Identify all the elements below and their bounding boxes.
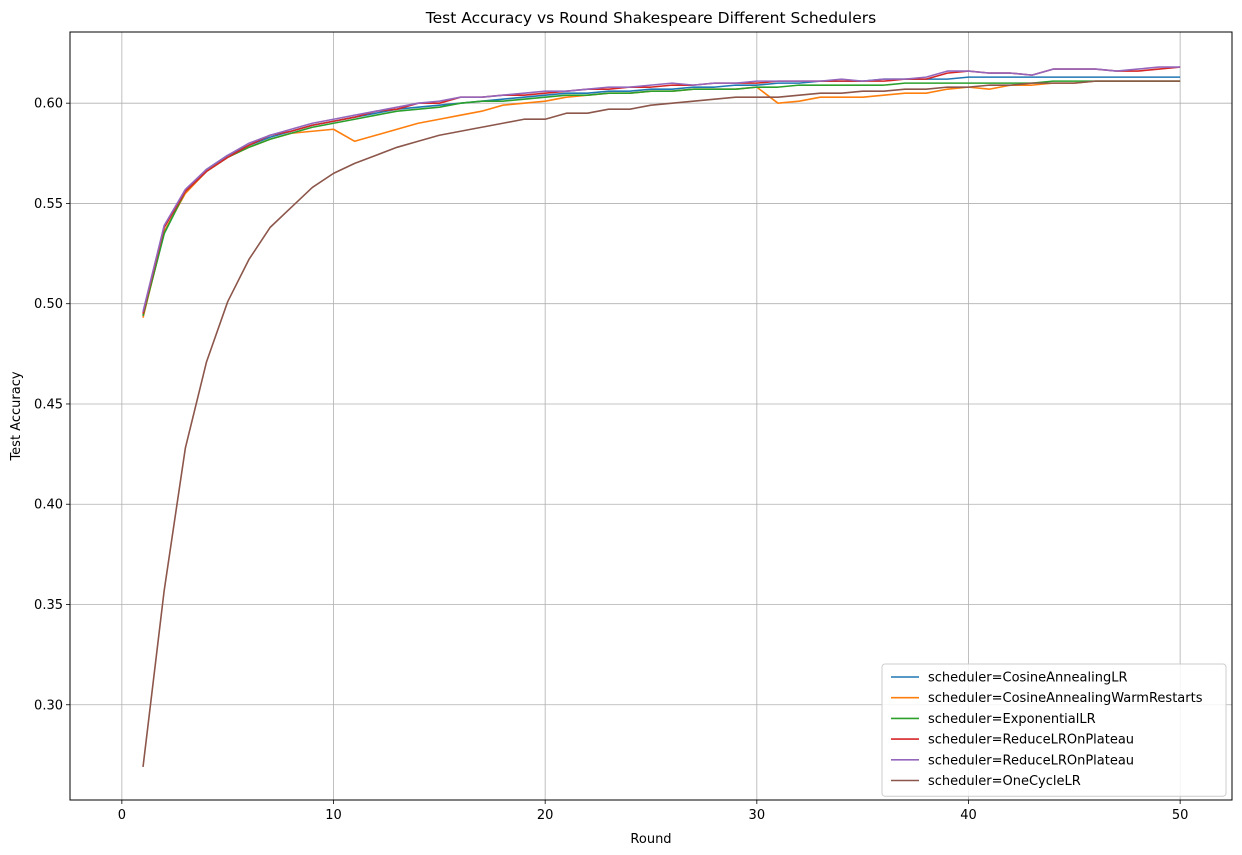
y-tick-label: 0.50 <box>34 297 63 312</box>
x-tick-label: 10 <box>325 808 342 823</box>
y-tick-label: 0.55 <box>34 197 63 212</box>
series-line <box>142 80 1181 316</box>
x-axis-label: Round <box>630 832 671 847</box>
y-tick-label: 0.35 <box>34 598 63 613</box>
y-tick-label: 0.60 <box>34 97 63 112</box>
axis-ticks: 0 10 20 30 40 50 0.30 0.35 0.40 0.45 0.50 0.55 0.60 <box>34 97 1188 823</box>
x-tick-label: 20 <box>537 808 554 823</box>
y-tick-label: 0.40 <box>34 498 63 513</box>
chart-title: Test Accuracy vs Round Shakespeare Diffe… <box>425 9 876 27</box>
legend-entry-label: scheduler=ReduceLROnPlateau <box>928 733 1134 748</box>
legend-entry-label: scheduler=OneCycleLR <box>928 774 1081 789</box>
legend-entry-label: scheduler=CosineAnnealingLR <box>928 671 1127 686</box>
legend-box <box>881 663 1227 797</box>
series-line <box>142 66 1181 312</box>
x-tick-label: 30 <box>749 808 766 823</box>
x-tick-label: 50 <box>1172 808 1189 823</box>
legend-entry-label: scheduler=ReduceLROnPlateau <box>928 753 1134 768</box>
plot-area-frame <box>69 31 1233 801</box>
legend-entry-label: scheduler=ExponentialLR <box>928 712 1096 727</box>
x-tick-label: 40 <box>960 808 977 823</box>
y-axis-label: Test Accuracy <box>9 371 24 461</box>
x-tick-label: 0 <box>118 808 126 823</box>
legend: scheduler=CosineAnnealingLR scheduler=Cos… <box>881 663 1227 797</box>
grid <box>70 32 1232 800</box>
y-tick-label: 0.45 <box>34 397 63 412</box>
series-lines <box>142 66 1181 768</box>
y-tick-label: 0.30 <box>34 698 63 713</box>
legend-entry-label: scheduler=CosineAnnealingWarmRestarts <box>928 691 1203 706</box>
series-line <box>142 80 1181 768</box>
